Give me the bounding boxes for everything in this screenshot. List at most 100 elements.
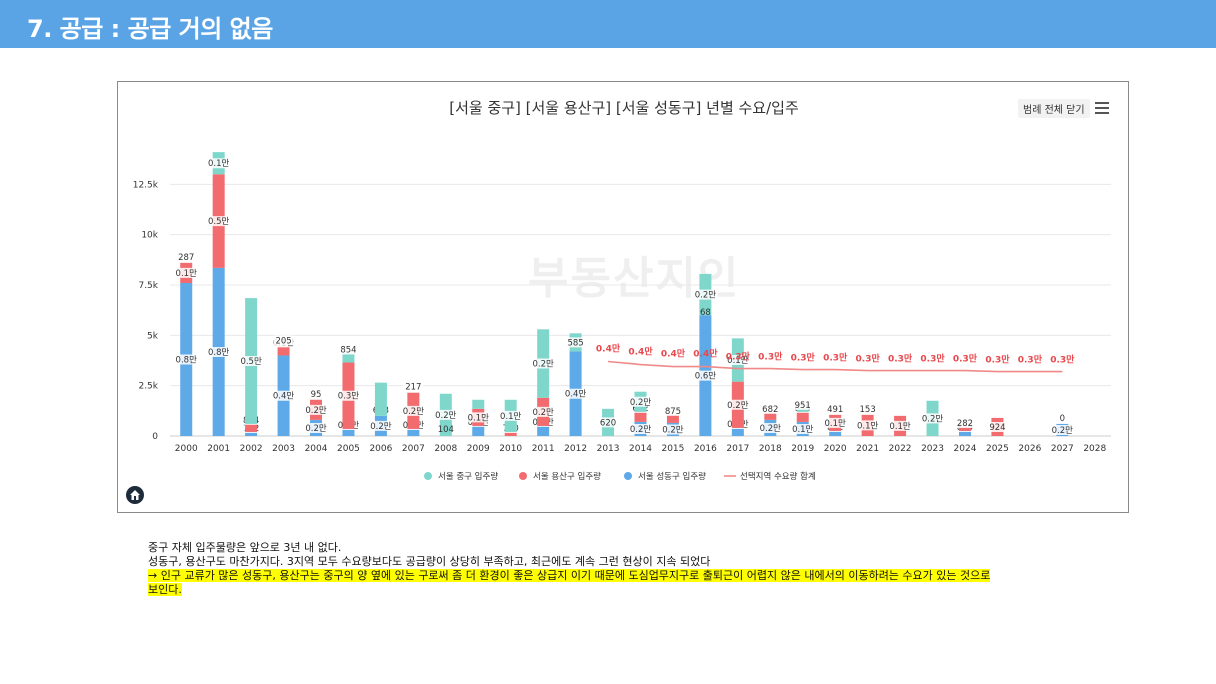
x-tick-label: 2002 — [240, 444, 263, 454]
data-label: 0.1만 — [857, 421, 879, 431]
data-label: 95 — [311, 390, 322, 400]
data-label: 0.6만 — [695, 372, 717, 382]
x-tick-label: 2007 — [402, 444, 425, 454]
notes-section: 중구 자체 입주물량은 앞으로 3년 내 없다. 성동구, 용산구도 마찬가지다… — [148, 541, 1108, 597]
sum-line-label: 0.3만 — [758, 351, 783, 363]
note-line-3: → 인구 교류가 많은 성동구, 용산구는 중구의 양 옆에 있는 구로써 좀 … — [148, 569, 990, 582]
data-label: 620 — [600, 418, 616, 428]
data-label: 0.2만 — [760, 424, 782, 434]
data-label: 0.2만 — [305, 406, 327, 416]
data-label: 0.4만 — [565, 390, 587, 400]
data-label: 0.5만 — [240, 357, 262, 367]
x-tick-label: 2001 — [207, 444, 230, 454]
x-tick-label: 2003 — [272, 444, 295, 454]
data-label: 854 — [340, 345, 356, 355]
sum-line-label: 0.3만 — [791, 352, 816, 364]
data-label: 0.2만 — [532, 360, 554, 370]
sum-line-label: 0.4만 — [596, 343, 621, 355]
data-label: 0.2만 — [1052, 426, 1074, 436]
data-label: 0.2만 — [305, 424, 327, 434]
y-tick-label: 0 — [152, 432, 158, 442]
x-tick-label: 2018 — [759, 444, 782, 454]
bar-segment — [472, 400, 484, 409]
data-label: 0.2만 — [727, 401, 749, 411]
sum-line-label: 0.3만 — [856, 353, 881, 365]
y-tick-label: 7.5k — [138, 281, 158, 291]
data-label: 0.8만 — [208, 348, 230, 358]
sum-line-label: 0.3만 — [1050, 354, 1075, 366]
chart-frame: [서울 중구] [서울 용산구] [서울 성동구] 년별 수요/입주 범례 전체… — [117, 81, 1129, 513]
x-tick-label: 2015 — [661, 444, 684, 454]
x-tick-label: 2008 — [434, 444, 457, 454]
data-label: 0.2만 — [630, 425, 652, 435]
note-line-4: 보인다. — [148, 583, 182, 596]
legend-marker — [424, 472, 432, 480]
data-label: 0.2만 — [695, 291, 717, 301]
x-tick-label: 2024 — [954, 444, 977, 454]
page-title: 7. 공급 : 공급 거의 없음 — [27, 9, 273, 44]
data-label: 0.5만 — [208, 217, 230, 227]
legend-label: 서울 성동구 입주량 — [638, 471, 706, 482]
sum-line-label: 0.3만 — [953, 353, 978, 365]
x-tick-label: 2004 — [305, 444, 328, 454]
x-tick-label: 2020 — [824, 444, 847, 454]
x-tick-label: 2027 — [1051, 444, 1074, 454]
data-label: 924 — [989, 423, 1005, 433]
x-tick-label: 2012 — [564, 444, 587, 454]
x-tick-label: 2019 — [791, 444, 814, 454]
note-line-2: 성동구, 용산구도 마찬가지다. 3지역 모두 수요량보다도 공급량이 상당히 … — [148, 555, 1108, 569]
data-label: 0.4만 — [273, 392, 295, 402]
data-label: 282 — [957, 419, 973, 429]
x-tick-label: 2000 — [175, 444, 198, 454]
x-tick-label: 2013 — [597, 444, 620, 454]
note-line-1: 중구 자체 입주물량은 앞으로 3년 내 없다. — [148, 541, 1108, 555]
data-label: 287 — [178, 253, 194, 263]
y-tick-label: 10k — [141, 231, 158, 241]
data-label: 0 — [1060, 414, 1065, 424]
data-label: 0.2만 — [435, 411, 457, 421]
x-tick-label: 2025 — [986, 444, 1009, 454]
data-label: 585 — [567, 338, 583, 348]
x-tick-label: 2021 — [856, 444, 879, 454]
data-label: 68 — [700, 308, 711, 318]
data-label: 0.1만 — [792, 425, 814, 435]
x-tick-label: 2023 — [921, 444, 944, 454]
data-label: 153 — [860, 405, 876, 415]
data-label: 0.1만 — [176, 269, 198, 279]
x-tick-label: 2010 — [499, 444, 522, 454]
legend-marker — [519, 472, 527, 480]
data-label: 217 — [405, 383, 421, 393]
stacked-bar-chart: 0 2.5k 5k 7.5k 10k 12.5k 2000 2001 2002 2003 2004 2… — [118, 82, 1130, 514]
sum-line-label: 0.4만 — [628, 346, 653, 358]
x-tick-label: 2009 — [467, 444, 490, 454]
home-logo-icon[interactable] — [126, 486, 144, 504]
legend-label: 서울 중구 입주량 — [438, 471, 498, 482]
legend-label: 선택지역 수요량 합계 — [740, 471, 816, 482]
y-tick-label: 2.5k — [138, 382, 158, 392]
data-label: 491 — [827, 405, 843, 415]
x-tick-label: 2011 — [532, 444, 555, 454]
data-label: 0.1만 — [208, 159, 230, 169]
sum-line-label: 0.3만 — [920, 353, 945, 365]
sum-line-label: 0.3만 — [888, 353, 913, 365]
x-tick-label: 2006 — [369, 444, 392, 454]
data-label: 0.2만 — [922, 414, 944, 424]
x-tick-label: 2017 — [726, 444, 749, 454]
data-label: 875 — [665, 407, 681, 417]
data-label: 0.2만 — [630, 398, 652, 408]
legend-label: 서울 용산구 입주량 — [533, 471, 601, 482]
data-label: 0.2만 — [370, 422, 392, 432]
data-label: 0.3만 — [338, 392, 360, 402]
x-tick-label: 2022 — [889, 444, 912, 454]
data-label: 0.1만 — [825, 419, 847, 429]
legend-marker — [624, 472, 632, 480]
data-label: 0.1만 — [468, 413, 490, 423]
sum-line-label: 0.4만 — [661, 348, 686, 360]
x-tick-label: 2016 — [694, 444, 717, 454]
y-tick-label: 5k — [147, 331, 159, 341]
x-tick-label: 2026 — [1018, 444, 1041, 454]
x-tick-label: 2014 — [629, 444, 652, 454]
data-label: 0.2만 — [403, 407, 425, 417]
data-label: 104 — [438, 425, 454, 435]
data-label: 682 — [762, 405, 778, 415]
